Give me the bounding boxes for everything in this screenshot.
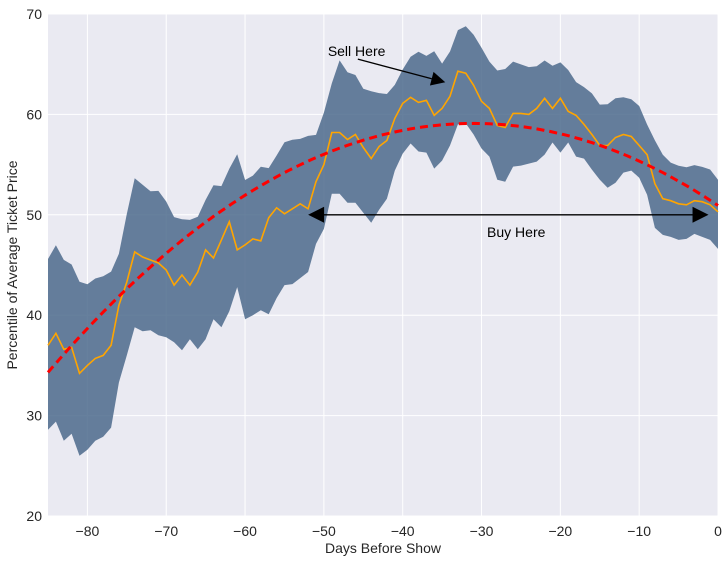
x-tick-label: −40 [391, 523, 415, 539]
x-tick-label: −70 [154, 523, 178, 539]
annotations: Sell Here Buy Here [308, 43, 709, 240]
x-axis-ticks: −80 −70 −60 −50 −40 −30 −20 −10 0 [76, 523, 723, 539]
x-tick-label: −50 [312, 523, 336, 539]
x-tick-label: −80 [76, 523, 100, 539]
x-tick-label: 0 [714, 523, 722, 539]
buy-here-label: Buy Here [487, 224, 546, 240]
sell-here-label: Sell Here [328, 43, 386, 59]
x-tick-label: −60 [233, 523, 257, 539]
buy-arrow-head-right-icon [692, 206, 709, 223]
x-tick-label: −20 [548, 523, 572, 539]
x-tick-label: −10 [627, 523, 651, 539]
buy-arrow-head-left-icon [308, 206, 325, 223]
quadratic-fit-line [46, 121, 719, 374]
sell-arrow-line [357, 58, 432, 80]
y-tick-label: 60 [26, 106, 42, 122]
y-tick-label: 20 [26, 508, 42, 524]
x-axis-label: Days Before Show [325, 540, 442, 556]
y-tick-label: 30 [26, 408, 42, 424]
confidence-band [48, 26, 718, 456]
y-tick-label: 40 [26, 307, 42, 323]
y-axis-label: Percentile of Average Ticket Price [4, 160, 20, 369]
x-tick-label: −30 [470, 523, 494, 539]
mean-price-line [47, 70, 719, 375]
y-tick-label: 70 [26, 6, 42, 22]
sell-arrow-head-icon [429, 71, 446, 86]
y-tick-label: 50 [26, 207, 42, 223]
y-axis-ticks: 20 30 40 50 60 70 [26, 6, 42, 524]
